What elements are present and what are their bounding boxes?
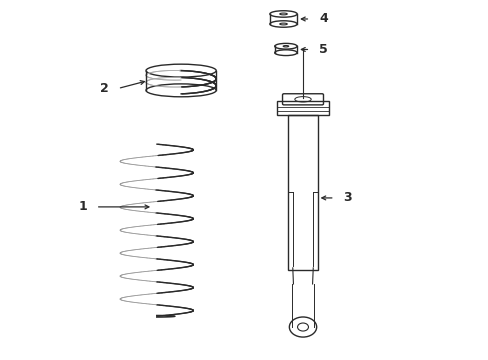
Text: 3: 3	[343, 192, 351, 204]
Text: 5: 5	[319, 43, 327, 56]
Text: 4: 4	[319, 13, 327, 26]
Bar	[276, 102, 329, 115]
Text: 2: 2	[100, 82, 109, 95]
Text: 1: 1	[78, 201, 87, 213]
Bar	[288, 115, 317, 270]
